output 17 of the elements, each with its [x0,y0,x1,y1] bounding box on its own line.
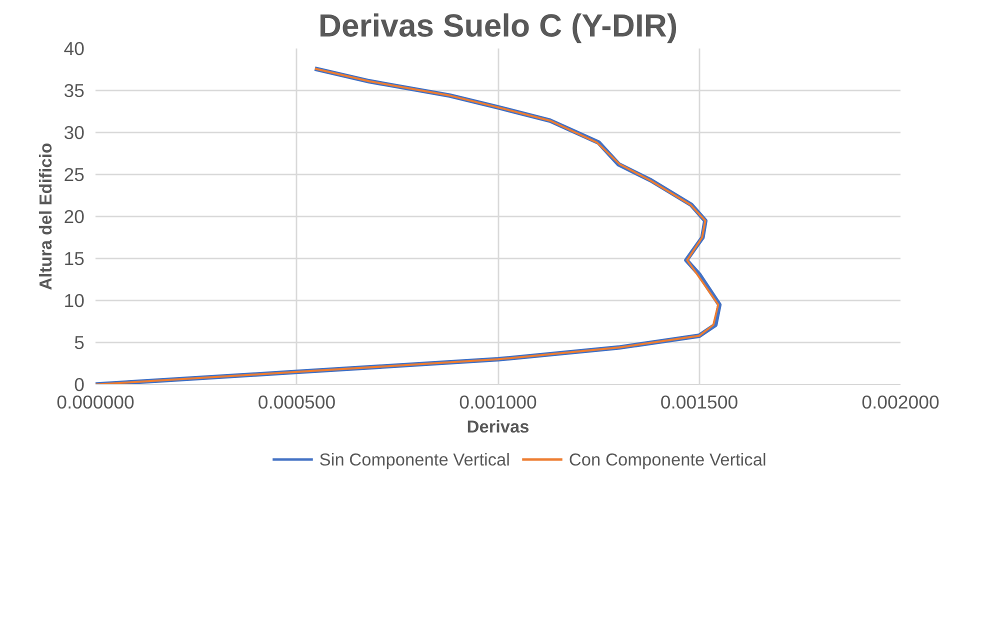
x-tick-label: 0.001500 [660,392,738,412]
x-tick-label: 0.000500 [258,392,336,412]
y-tick-label: 35 [64,80,85,101]
x-tick-label: 0.001000 [459,392,537,412]
x-tick-label: 0.002000 [862,392,940,412]
x-axis-title: Derivas [466,416,530,436]
y-tick-label: 40 [64,38,85,59]
y-tick-label: 10 [64,290,85,311]
chart-title: Derivas Suelo C (Y-DIR) [318,8,678,44]
y-tick-label: 30 [64,122,85,143]
legend-label: Con Componente Vertical [568,450,766,470]
y-tick-label: 25 [64,164,85,185]
y-axis-title: Altura del Edificio [36,142,56,290]
y-tick-label: 5 [74,332,85,353]
y-tick-label: 20 [64,206,85,227]
legend-label: Sin Componente Vertical [319,450,510,470]
y-tick-label: 15 [64,248,85,269]
